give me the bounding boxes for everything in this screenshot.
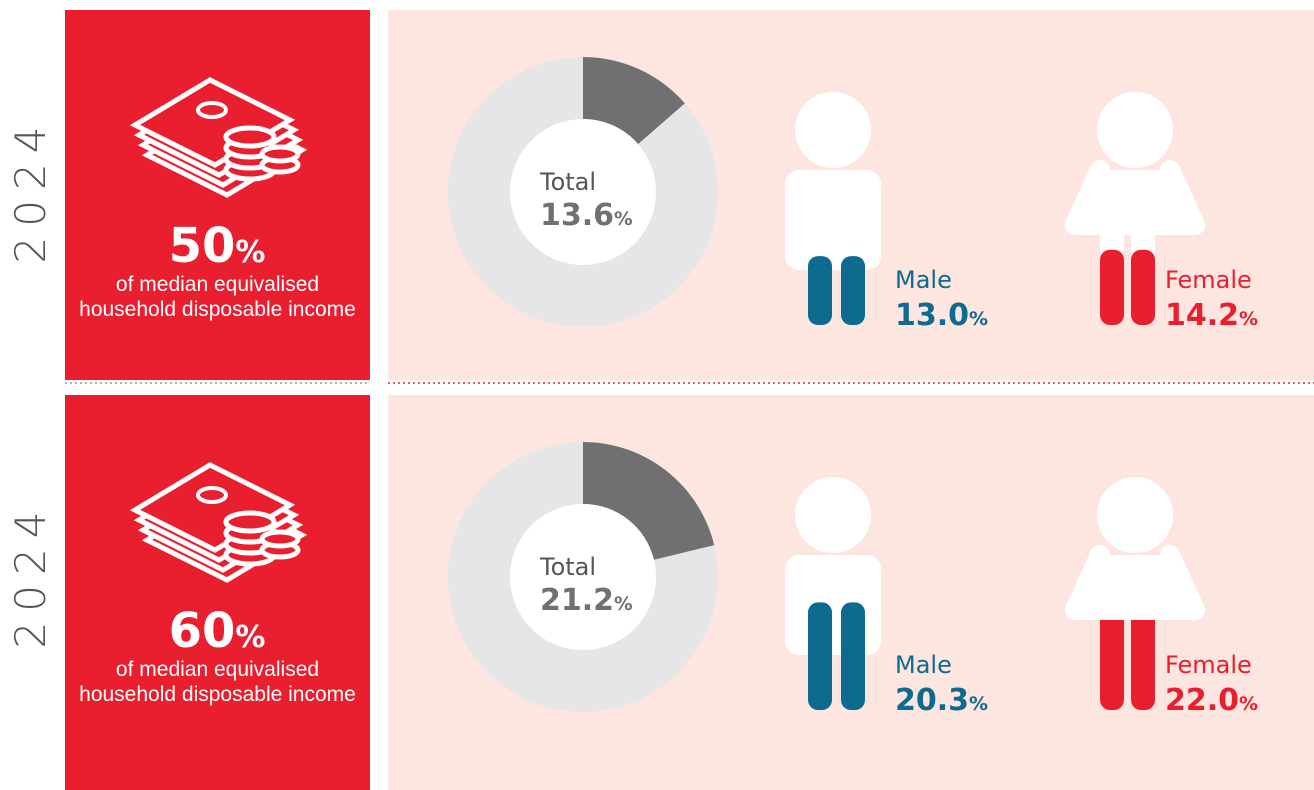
head [1097,92,1173,168]
total-label: Total [539,553,596,581]
leg-fill [1131,249,1155,325]
head [795,92,871,168]
coin [223,125,277,149]
leg-fill [1100,593,1124,710]
bill-mark [196,101,228,119]
head [1097,477,1173,553]
female-label: Female [1165,266,1252,294]
leg-fill [1131,593,1155,710]
value: 13.0 [895,298,969,333]
value: 21.2 [540,583,614,618]
arms [1065,545,1205,620]
threshold: 50% [169,218,266,274]
donut-hole [510,504,656,650]
threshold: 60% [169,603,266,659]
threshold-value: 50 [169,218,236,274]
donut-segment [583,57,685,145]
female-value: 22.0% [1165,683,1258,718]
value-text: 21.2% [540,583,633,618]
value-text: 13.6% [540,198,633,233]
money-icon [0,385,308,583]
dress [1075,170,1195,235]
unit: % [969,308,988,330]
total-label: Total [539,168,596,196]
band [0,0,1,1]
head [795,477,871,553]
female-value: 14.2% [1165,298,1258,333]
leg-fill [808,602,832,710]
value: 20.3 [895,683,969,718]
leg-fill [841,256,865,325]
unit: % [1239,308,1258,330]
money-icon [0,0,308,198]
unit: % [235,620,265,655]
donut-segment [583,442,715,560]
torso [785,555,881,655]
coin [259,144,301,164]
dress [1075,555,1195,620]
male-value: 13.0% [895,298,988,333]
bill [129,77,296,168]
leg-fill [1100,249,1124,325]
torso [785,170,881,270]
bill [129,462,296,553]
threshold-panel [65,10,370,380]
value: 22.0 [1165,683,1239,718]
unit: % [969,693,988,715]
threshold-description: of median equivalised household disposab… [79,273,356,321]
unit: % [1239,693,1258,715]
coin [259,529,301,549]
threshold-value: 60 [169,603,236,659]
year: 2024 [6,117,55,264]
band [0,385,1,386]
threshold-description: of median equivalised household disposab… [79,658,356,706]
coin [223,510,277,534]
unit: % [614,209,633,230]
bill-mark [196,486,228,504]
value: 14.2 [1165,298,1239,333]
male-label: Male [895,266,952,294]
threshold-panel [65,395,370,790]
male-value: 20.3% [895,683,988,718]
unit: % [614,594,633,615]
leg-fill [808,256,832,325]
year: 2024 [6,502,55,649]
arms [1065,160,1205,235]
female-label: Female [1165,651,1252,679]
value: 13.6 [540,198,614,233]
donut-hole [510,119,656,265]
unit: % [235,235,265,270]
male-label: Male [895,651,952,679]
leg-fill [841,602,865,710]
